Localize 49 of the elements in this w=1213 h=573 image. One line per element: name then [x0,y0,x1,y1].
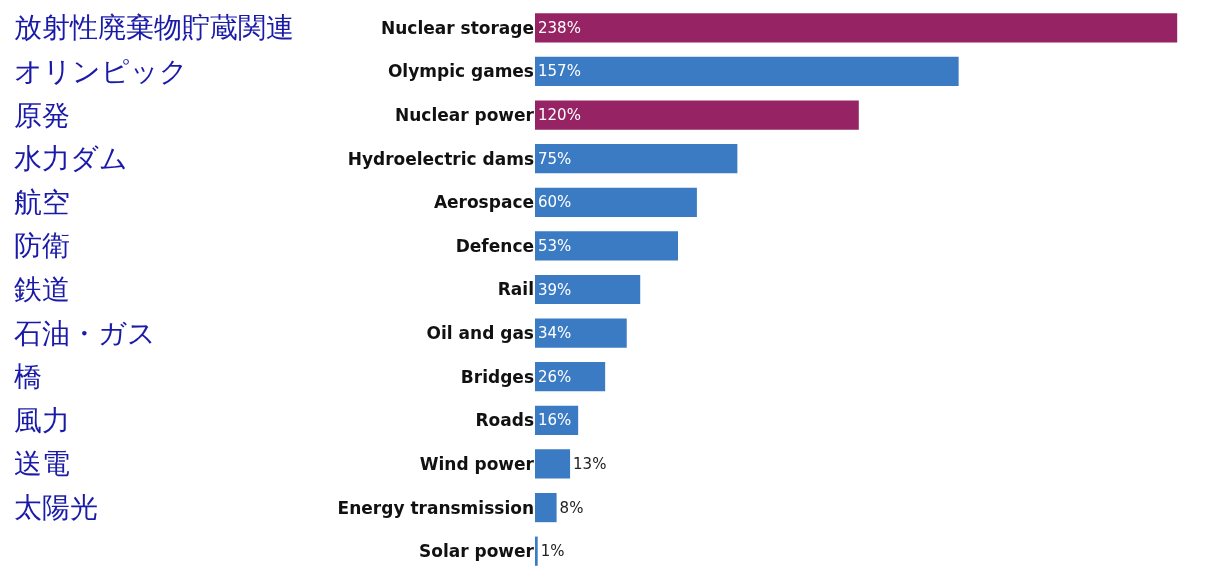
bar [535,231,679,261]
y-tick-label: Bridges [460,366,534,387]
bar [535,536,538,566]
bar [535,492,557,523]
bar [535,56,959,87]
data-label: 75% [538,149,572,168]
bar [535,144,738,174]
text: 送電 [14,447,70,480]
text: 鉄道 [14,273,70,306]
y-tick-label: Rail [497,279,534,300]
y-tick-label: Aerospace [433,192,534,213]
data-label: 157% [538,62,581,81]
y-tick-label: Defence [455,235,534,256]
y-tick-label: Wind power [419,453,535,474]
data-label: 16% [538,411,572,430]
data-label: 13% [573,454,607,473]
data-label: 26% [538,367,572,386]
data-label: 39% [538,280,572,299]
text: 航空 [14,186,70,219]
text: 放射性廃棄物貯蔵関連 [14,11,294,44]
text: 防衛 [14,229,70,262]
y-tick-label: Roads [475,410,534,431]
text: 水力ダム [14,142,128,175]
y-tick-label: Nuclear storage [380,17,534,38]
y-tick-label: Hydroelectric dams [347,148,534,169]
text: 石油・ガス [14,317,156,350]
text: 橋 [14,360,42,393]
y-tick-label: Oil and gas [426,323,534,344]
data-label: 60% [538,193,572,212]
y-tick-label: Energy transmission [337,497,534,518]
y-tick-label: Solar power [419,541,535,562]
bar [535,13,1178,43]
data-label: 8% [559,498,584,517]
data-label: 120% [538,106,581,125]
text: 原発 [14,99,70,132]
data-label: 1% [540,542,565,561]
bar [535,100,859,130]
data-label: 53% [538,236,572,255]
bar [535,274,641,305]
bar [535,318,627,348]
data-label: 34% [538,324,572,343]
text: オリンピック [14,55,188,88]
y-tick-label: Nuclear power [394,104,535,125]
text: 風力 [14,404,70,437]
y-tick-label: Olympic games [387,61,534,82]
bar [535,187,697,217]
data-label: 238% [538,18,581,37]
text: 太陽光 [14,491,98,524]
bar [535,449,571,479]
